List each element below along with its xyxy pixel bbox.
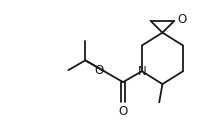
Text: O: O bbox=[94, 64, 103, 77]
Text: O: O bbox=[118, 105, 128, 118]
Text: N: N bbox=[137, 65, 146, 78]
Text: O: O bbox=[177, 13, 186, 26]
